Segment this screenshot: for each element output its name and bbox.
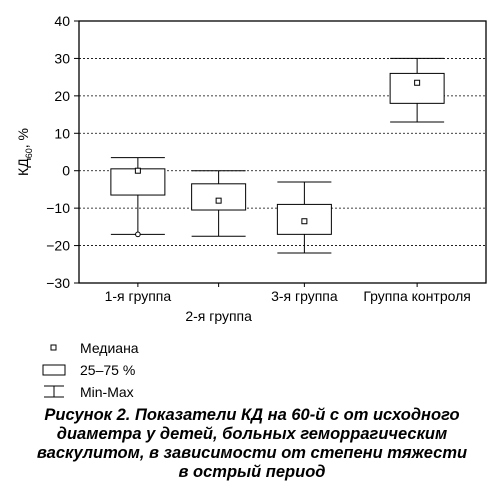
median-marker (414, 79, 421, 86)
iqr-box (389, 72, 445, 104)
category-label: 1-я группа (105, 288, 172, 304)
caption-line-2: диаметра у детей, больных геморрагически… (56, 425, 448, 443)
category-label: 3-я группа (271, 288, 338, 304)
iqr-box (191, 183, 247, 211)
legend-median-label: Медиана (80, 340, 139, 356)
legend-median-marker (50, 344, 57, 351)
figure-caption: Рисунок 2. Показатели КД на 60-й с от ис… (0, 406, 504, 482)
legend: Медиана 25–75 % Min-Max (42, 340, 139, 400)
y-axis-label-main: КД (15, 158, 31, 176)
caption-line-1: Рисунок 2. Показатели КД на 60-й с от ис… (44, 406, 460, 424)
boxplot-chart: −30 −20 −10 0 10 20 30 40 КД60, % 1-я группа 2-я… (15, 13, 487, 400)
box-4 (389, 57, 445, 287)
y-tick-label: 0 (62, 163, 70, 179)
iqr-box (276, 203, 332, 235)
y-tick-label: 20 (54, 88, 70, 104)
box-1 (110, 157, 166, 287)
median-marker (215, 197, 222, 204)
legend-whisker-label: Min-Max (80, 384, 134, 400)
outlier-point (135, 231, 141, 238)
box-series (110, 57, 445, 287)
median-marker (134, 167, 141, 174)
y-tick-label: 40 (54, 13, 70, 29)
caption-line-3: васкулитом, в зависимости от степени тяж… (36, 444, 468, 462)
y-axis-label-tail: , % (15, 128, 31, 148)
category-labels: 1-я группа 2-я группа 3-я группа Группа кон… (105, 288, 471, 324)
y-tick-label: −20 (46, 238, 70, 254)
y-tick-label: 10 (54, 125, 70, 141)
y-tick-label: 30 (54, 50, 70, 66)
y-axis-ticks: −30 −20 −10 0 10 20 30 40 (46, 13, 79, 291)
category-label: 2-я группа (185, 308, 252, 324)
y-tick-label: −30 (46, 275, 70, 291)
box-2 (191, 170, 247, 287)
caption-line-4: в острый период (178, 463, 326, 481)
y-tick-label: −10 (46, 200, 70, 216)
box-3 (276, 181, 332, 287)
y-axis-label-sub: 60 (24, 148, 34, 158)
category-label: Группа контроля (363, 288, 471, 304)
median-marker (301, 218, 308, 225)
plot-frame (78, 20, 487, 284)
y-axis-label: КД60, % (15, 128, 34, 176)
legend-box-label: 25–75 % (80, 362, 135, 378)
legend-box-marker (42, 364, 66, 376)
